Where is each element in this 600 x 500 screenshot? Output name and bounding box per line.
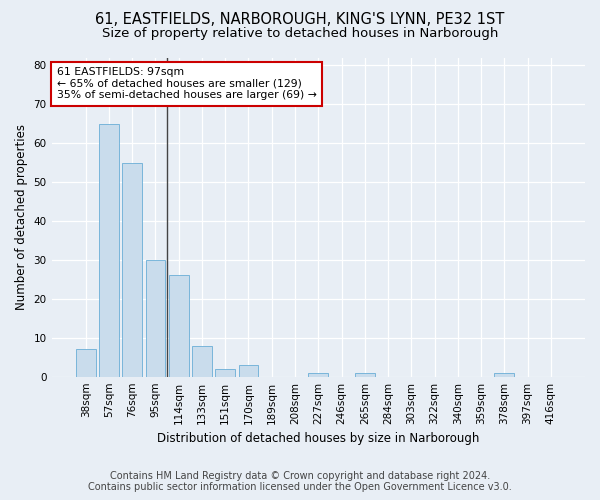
Bar	[192, 346, 212, 376]
Bar	[308, 373, 328, 376]
Text: 61 EASTFIELDS: 97sqm
← 65% of detached houses are smaller (129)
35% of semi-deta: 61 EASTFIELDS: 97sqm ← 65% of detached h…	[57, 67, 317, 100]
Bar	[122, 162, 142, 376]
Bar	[355, 373, 374, 376]
Y-axis label: Number of detached properties: Number of detached properties	[15, 124, 28, 310]
Text: Size of property relative to detached houses in Narborough: Size of property relative to detached ho…	[102, 28, 498, 40]
Bar	[215, 369, 235, 376]
Bar	[169, 276, 188, 376]
X-axis label: Distribution of detached houses by size in Narborough: Distribution of detached houses by size …	[157, 432, 479, 445]
Bar	[146, 260, 166, 376]
Text: Contains HM Land Registry data © Crown copyright and database right 2024.
Contai: Contains HM Land Registry data © Crown c…	[88, 471, 512, 492]
Text: 61, EASTFIELDS, NARBOROUGH, KING'S LYNN, PE32 1ST: 61, EASTFIELDS, NARBOROUGH, KING'S LYNN,…	[95, 12, 505, 28]
Bar	[494, 373, 514, 376]
Bar	[239, 365, 259, 376]
Bar	[76, 350, 95, 376]
Bar	[99, 124, 119, 376]
